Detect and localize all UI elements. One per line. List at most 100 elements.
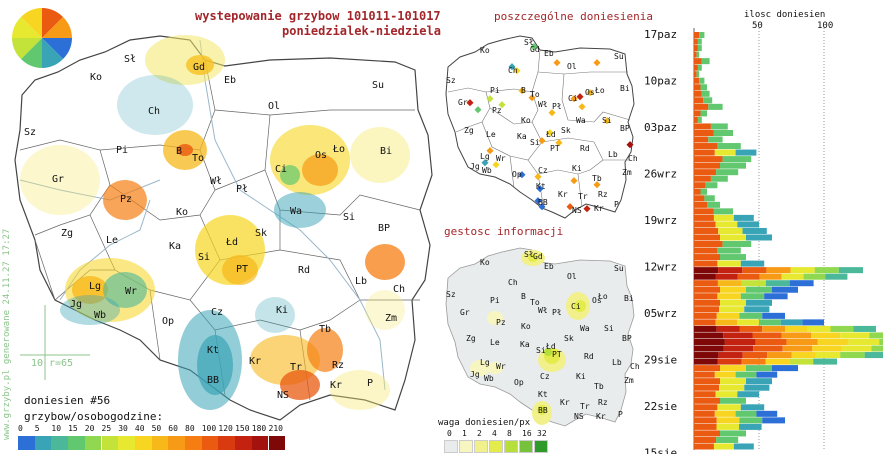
legend-value: 40 [134, 424, 145, 433]
legend-value: 25 [101, 424, 112, 433]
histogram-bar-segment [814, 267, 839, 274]
histogram-bar-segment [742, 227, 767, 234]
histogram-bar-segment [714, 149, 736, 156]
histogram-bar-segment [737, 319, 759, 326]
region-label: Ol [567, 272, 577, 281]
region-label: Gd [530, 45, 540, 54]
histogram-bar-segment [807, 325, 831, 332]
histogram-bar-segment [765, 280, 790, 287]
region-label: Sł [524, 38, 534, 47]
histogram-bar-segment [720, 365, 746, 372]
legend-swatch [268, 436, 286, 450]
legend-swatch [201, 436, 219, 450]
histogram-bar-segment [737, 221, 759, 228]
histogram-bar-segment [825, 273, 848, 280]
region-label: Bi [624, 294, 634, 303]
histogram-bar-segment [694, 84, 701, 91]
legend-swatch [235, 436, 252, 450]
region-label: BB [538, 406, 548, 415]
region-label: Ki [572, 164, 582, 173]
histogram-bar-segment [841, 345, 872, 352]
region-label: Sł [124, 54, 137, 65]
histogram-bar-segment [789, 280, 814, 287]
region-label: Pi [116, 145, 129, 156]
region-label: Kr [249, 356, 262, 367]
legend-value: 150 [235, 424, 250, 433]
region-label: Sł [524, 250, 534, 259]
histogram-bar-segment [697, 116, 702, 123]
histogram-bar-segment [694, 299, 720, 306]
region-label: Gr [460, 308, 470, 317]
histogram-bar-segment [718, 267, 743, 274]
region-label: Su [614, 52, 624, 61]
region-label: Bi [620, 84, 630, 93]
region-label: Pz [120, 194, 133, 205]
histogram-bar-segment [713, 443, 734, 450]
main-map [12, 8, 433, 421]
histogram-bar-segment [716, 436, 739, 443]
histogram-bar-segment [811, 332, 841, 339]
density-legend-value: 8 [507, 429, 512, 438]
histogram-bar-segment [848, 338, 880, 345]
region-label: Łd [226, 237, 239, 248]
region-label: Ko [521, 322, 531, 331]
region-label: BP [622, 334, 632, 343]
histogram-bar-segment [703, 97, 713, 104]
histogram-bar-segment [694, 273, 716, 280]
region-label: Si [604, 324, 614, 333]
region-label: Wr [496, 154, 506, 163]
region-label: Si [530, 138, 540, 147]
histogram-bar-segment [696, 51, 700, 58]
legend-value: 60 [168, 424, 178, 433]
region-label: Gd [193, 62, 206, 73]
histogram-bar-segment [717, 280, 742, 287]
histogram-bar-segment [694, 214, 714, 221]
histogram-bar-segment [694, 77, 700, 84]
histogram-bar-segment [744, 306, 770, 313]
histogram-bar-segment [694, 423, 717, 430]
histogram-bar-segment [764, 293, 788, 300]
histogram-bar-segment [720, 286, 746, 293]
legend-value: 210 [268, 424, 283, 433]
region-label: Bi [380, 146, 393, 157]
histogram-bar-segment [739, 423, 762, 430]
histogram-bar-segment [746, 286, 772, 293]
region-label: Jg [470, 162, 480, 171]
histogram-bar-segment [718, 352, 743, 359]
region-label: Le [486, 130, 496, 139]
density-legend: 0 1 2 4 8 16 32 [444, 429, 556, 454]
histogram-bar-segment [694, 410, 715, 417]
histogram-bar-segment [735, 149, 757, 156]
histogram-bar-segment [720, 397, 746, 404]
density-legend-swatch [459, 440, 473, 453]
region-label: Lb [608, 150, 618, 159]
histogram-bar-segment [694, 156, 723, 163]
region-label: To [530, 90, 540, 99]
histogram-bar-segment [714, 371, 736, 378]
histogram-bar-segment [700, 188, 707, 195]
region-label: Ka [520, 340, 530, 349]
legend-value: 15 [68, 424, 78, 433]
legend-swatch [68, 436, 85, 450]
histogram-bar-segment [694, 280, 718, 287]
region-label: BB [207, 375, 220, 386]
region-label: Ci [568, 94, 578, 103]
histogram-bar-segment [720, 378, 746, 385]
region-label: Os [592, 296, 602, 305]
histogram-bar-segment [694, 97, 704, 104]
histogram-bar-segment [733, 214, 754, 221]
histogram-bar-segment [740, 404, 765, 411]
region-label: Sk [561, 126, 571, 135]
histogram-bar-segment [715, 221, 738, 228]
region-label: Wł [210, 176, 223, 187]
histogram-bar-segment [744, 384, 770, 391]
histogram-bar-segment [700, 84, 707, 91]
region-label: Kr [560, 398, 570, 407]
histogram-bar-segment [694, 306, 720, 313]
region-label: Kt [536, 182, 546, 191]
histogram-bar-segment [694, 208, 714, 215]
region-label: Zg [464, 126, 474, 135]
density-legend-value: 0 [447, 429, 452, 438]
histogram-bar-segment [694, 116, 698, 123]
histogram-bar-segment [694, 312, 717, 319]
